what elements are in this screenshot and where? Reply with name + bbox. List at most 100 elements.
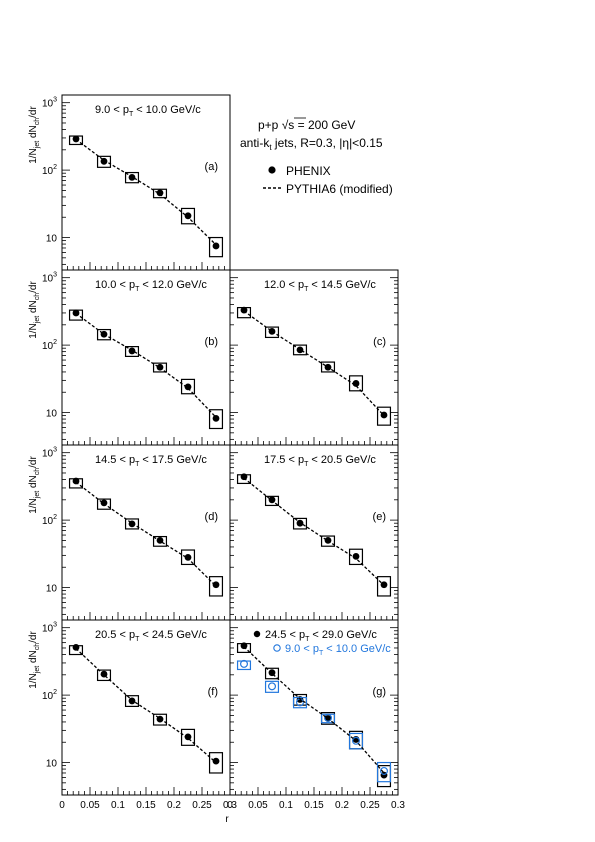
syst-box	[180, 207, 196, 225]
pt-range-sub: T	[135, 286, 140, 293]
syst-box	[96, 155, 112, 168]
x-tick-label: 0.2	[167, 800, 181, 811]
data-point	[240, 642, 248, 650]
y-tick-base: 10	[46, 234, 58, 245]
syst-box	[152, 362, 168, 373]
y-tick-base: 10	[46, 584, 58, 595]
y-tick-label: 103	[42, 622, 57, 635]
syst-box	[320, 361, 336, 373]
x-tick-label: 0	[59, 800, 65, 811]
syst-box	[292, 696, 308, 709]
legend-model-label: PYTHIA6 (modified)	[286, 182, 393, 196]
syst-box	[96, 669, 112, 682]
syst-box	[264, 667, 280, 680]
syst-box	[124, 518, 140, 530]
data-point	[212, 242, 220, 250]
x-tick-label: 0	[227, 800, 233, 811]
x-tick-label: 0.15	[136, 800, 156, 811]
y-tick-base: 10	[42, 274, 54, 285]
data-point	[72, 644, 80, 651]
pt-range-part: < 10.0 GeV/c	[323, 643, 391, 655]
data-point	[184, 733, 192, 741]
y-tick-label: 103	[42, 97, 57, 110]
syst-box	[180, 728, 196, 746]
data-point-open	[268, 682, 277, 691]
data-point	[212, 757, 220, 765]
y-tick-exp: 2	[53, 514, 57, 521]
model-line	[75, 312, 217, 418]
legend: p+p √s = 200 GeV anti-kt jets, R=0.3, |η…	[240, 117, 393, 196]
syst-box	[264, 326, 280, 339]
pt-range-part: < 10.0 GeV/c	[133, 104, 201, 116]
pt-range-sub: T	[304, 286, 309, 293]
panel-c: (c) 12.0 < pT < 14.5 GeV/c	[229, 269, 399, 446]
panel-label: (g)	[373, 686, 386, 698]
data-point	[240, 473, 248, 481]
data-point	[100, 157, 108, 165]
panel-frame	[61, 269, 231, 446]
syst-box	[292, 344, 308, 356]
syst-box	[208, 576, 224, 597]
y-axis-title-part: jet	[34, 316, 41, 324]
y-tick-label: 10	[46, 759, 58, 770]
model-line	[75, 648, 217, 764]
legend-data-marker	[268, 166, 276, 174]
data-point-open	[352, 736, 361, 745]
pt-range-part: 9.0 < p	[285, 643, 319, 655]
y-axis-title-part: 1/N	[28, 498, 39, 514]
panel-label: (e)	[373, 511, 386, 523]
syst-box	[152, 535, 168, 547]
y-axis-title-part: /dr	[28, 631, 39, 643]
pt-range-part: 24.5 < p	[265, 629, 305, 641]
y-axis-title-part: /dr	[28, 106, 39, 118]
pt-range-sub: T	[319, 650, 324, 657]
panel-g: 0 0.05 0.1 0.15 0.2 0.25 0.3r(g)24.5 < pT < 29…	[225, 619, 405, 825]
syst-box	[180, 549, 196, 566]
x-tick-label: 0.25	[360, 800, 380, 811]
y-tick-label: 102	[42, 164, 57, 177]
x-tick-label: 0.25	[192, 800, 212, 811]
syst-box	[124, 171, 140, 184]
syst-box	[208, 752, 224, 774]
syst-box	[124, 695, 140, 708]
y-tick-exp: 2	[53, 689, 57, 696]
y-axis-title-part: 1/N	[28, 323, 39, 339]
y-tick-label: 102	[42, 339, 57, 352]
panel-label: (b)	[205, 336, 218, 348]
pt-range-part: 9.0 < p	[95, 104, 129, 116]
y-tick-base: 10	[42, 691, 54, 702]
panel-label: (a)	[205, 161, 218, 173]
data-point	[184, 383, 192, 391]
syst-box	[152, 188, 168, 199]
y-axis-title: 1/Njet dNch/dr	[28, 631, 41, 689]
panel-label: (f)	[208, 686, 218, 698]
y-tick-exp: 3	[53, 622, 57, 629]
pt-range-part: 14.5 < p	[95, 454, 135, 466]
y-axis-title-part: jet	[34, 666, 41, 674]
y-axis-title-part: 1/N	[28, 148, 39, 164]
pt-range-part: < 29.0 GeV/c	[309, 629, 377, 641]
y-tick-exp: 2	[53, 339, 57, 346]
pt-range-part: < 24.5 GeV/c	[139, 629, 207, 641]
x-tick-label: 0.1	[111, 800, 125, 811]
y-axis-title-part: dN	[28, 650, 39, 666]
pt-range-part: < 20.5 GeV/c	[308, 454, 376, 466]
panel-frame	[229, 269, 399, 446]
pt-range-label: 12.0 < pT < 14.5 GeV/c	[264, 279, 376, 293]
y-axis-title-part: jet	[34, 141, 41, 149]
data-point	[324, 537, 332, 544]
y-axis-title-part: dN	[28, 475, 39, 491]
pt-range-part: 20.5 < p	[95, 629, 135, 641]
y-axis-title-part: 1/N	[28, 673, 39, 689]
syst-box	[208, 409, 224, 430]
y-tick-base: 10	[42, 516, 54, 527]
pt-range-sub: T	[135, 461, 140, 468]
pt-range-part: 12.0 < p	[264, 279, 304, 291]
pt-range-part: 10.0 < p	[95, 279, 135, 291]
data-point	[184, 553, 192, 561]
y-tick-label: 102	[42, 514, 57, 527]
y-tick-label: 10	[46, 234, 58, 245]
